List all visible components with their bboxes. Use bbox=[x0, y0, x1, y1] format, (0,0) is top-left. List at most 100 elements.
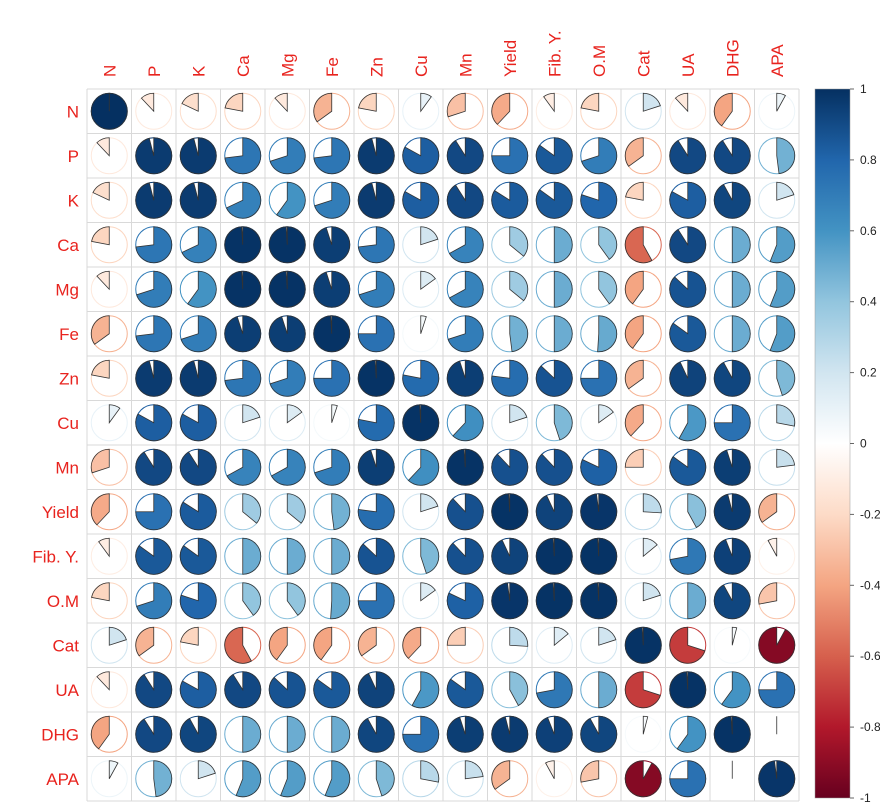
pie-slice bbox=[642, 537, 658, 558]
pie-slice bbox=[313, 270, 351, 308]
pie-slice bbox=[187, 270, 217, 308]
cell-APA-Ca bbox=[224, 760, 262, 798]
cell-DHG-UA bbox=[669, 715, 707, 753]
cell-Fib. Y.-K bbox=[179, 537, 217, 575]
pie-slice bbox=[226, 448, 262, 486]
cell-Mg-K bbox=[179, 270, 217, 308]
cell-Cu-Fib. Y. bbox=[535, 404, 573, 442]
cell-UA-Yield bbox=[491, 671, 529, 709]
pie-slice bbox=[402, 626, 422, 659]
pie-slice bbox=[553, 315, 573, 353]
cell-Fe-APA bbox=[758, 315, 796, 353]
pie-slice bbox=[286, 715, 306, 753]
cell-Fe-O.M bbox=[580, 315, 618, 353]
cell-DHG-Ca bbox=[224, 715, 262, 753]
pie-slice bbox=[776, 448, 796, 468]
pie-slice bbox=[543, 92, 555, 113]
pie-slice bbox=[135, 493, 173, 531]
cell-Ca-K bbox=[179, 226, 217, 264]
cell-Yield-Yield bbox=[491, 493, 529, 531]
pie-slice bbox=[580, 359, 618, 397]
cell-Ca-O.M bbox=[580, 226, 618, 264]
pie-slice bbox=[758, 760, 796, 798]
pie-slice bbox=[98, 537, 110, 558]
pie-slice bbox=[96, 671, 110, 691]
pie-slice bbox=[357, 359, 395, 397]
pie-slice bbox=[313, 359, 351, 397]
pie-slice bbox=[420, 760, 440, 783]
pie-slice bbox=[179, 537, 217, 575]
cell-UA-P bbox=[135, 671, 173, 709]
pie-slice bbox=[491, 181, 529, 219]
pie-slice bbox=[420, 493, 439, 513]
pie-slice bbox=[357, 315, 395, 353]
pie-slice bbox=[553, 270, 573, 308]
cell-Mn-Mn bbox=[446, 448, 484, 486]
row-label: N bbox=[67, 102, 79, 121]
pie-slice bbox=[624, 270, 644, 305]
cell-N-Yield bbox=[491, 92, 529, 130]
pie-slice bbox=[180, 315, 217, 353]
cell-O.M-Mn bbox=[446, 582, 484, 620]
cell-Mn-Ca bbox=[224, 448, 262, 486]
cell-Cat-N bbox=[90, 626, 128, 664]
cell-Mn-Zn bbox=[357, 448, 395, 486]
cell-UA-Ca bbox=[224, 671, 262, 709]
pie-slice bbox=[268, 226, 306, 264]
pie-slice bbox=[357, 715, 395, 753]
column-label: N bbox=[100, 65, 119, 77]
pie-slice bbox=[135, 315, 173, 353]
pie-slice bbox=[269, 359, 306, 397]
cell-K-Mn bbox=[446, 181, 484, 219]
pie-slice bbox=[553, 226, 573, 264]
cell-P-P bbox=[135, 137, 173, 175]
cell-Cat-Cat bbox=[624, 626, 662, 664]
row-label: Mn bbox=[55, 458, 79, 477]
pie-slice bbox=[313, 92, 333, 123]
cell-DHG-Mn bbox=[446, 715, 484, 753]
cell-Cat-K bbox=[179, 626, 217, 664]
cell-Fib. Y.-Mn bbox=[446, 537, 484, 575]
pie-slice bbox=[713, 92, 733, 127]
pie-slice bbox=[135, 181, 173, 219]
cell-P-O.M bbox=[580, 137, 618, 175]
cell-Zn-APA bbox=[758, 359, 796, 397]
cell-Zn-Fe bbox=[313, 359, 351, 397]
cell-Mn-N bbox=[90, 448, 128, 486]
pie-slice bbox=[179, 137, 217, 175]
pie-slice bbox=[224, 671, 262, 709]
cell-Mg-Cu bbox=[402, 270, 440, 308]
pie-slice bbox=[224, 626, 252, 664]
cell-Yield-O.M bbox=[580, 493, 618, 531]
pie-slice bbox=[669, 359, 707, 397]
pie-slice bbox=[669, 270, 707, 308]
pie-slice bbox=[669, 226, 707, 264]
cell-Ca-Cat bbox=[624, 226, 662, 264]
cell-UA-O.M bbox=[580, 671, 618, 709]
pie-slice bbox=[624, 404, 644, 437]
colorbar-tick-label: 0.2 bbox=[860, 366, 877, 380]
cell-K-Zn bbox=[357, 181, 395, 219]
pie-slice bbox=[776, 181, 795, 201]
cell-Zn-K bbox=[179, 359, 217, 397]
pie-slice bbox=[491, 448, 529, 486]
pie-slice bbox=[721, 671, 751, 709]
column-label: Zn bbox=[367, 57, 386, 77]
cell-Fe-Mn bbox=[446, 315, 484, 353]
cell-Fib. Y.-Zn bbox=[357, 537, 395, 575]
pie-slice bbox=[324, 760, 351, 798]
cell-Cat-DHG bbox=[713, 626, 751, 664]
pie-slice bbox=[357, 671, 395, 709]
cell-Mg-Fib. Y. bbox=[535, 270, 573, 308]
cell-APA-N bbox=[90, 760, 128, 798]
pie-slice bbox=[446, 715, 484, 753]
row-label: Ca bbox=[57, 236, 79, 255]
cell-Mg-APA bbox=[758, 270, 796, 308]
colorbar-tick-label: -1 bbox=[860, 791, 871, 805]
pie-slice bbox=[375, 760, 395, 797]
row-label: Zn bbox=[59, 369, 79, 388]
pie-slice bbox=[402, 181, 440, 219]
row-label: Fib. Y. bbox=[32, 547, 79, 566]
cell-N-K bbox=[179, 92, 217, 130]
pie-slice bbox=[676, 715, 707, 753]
